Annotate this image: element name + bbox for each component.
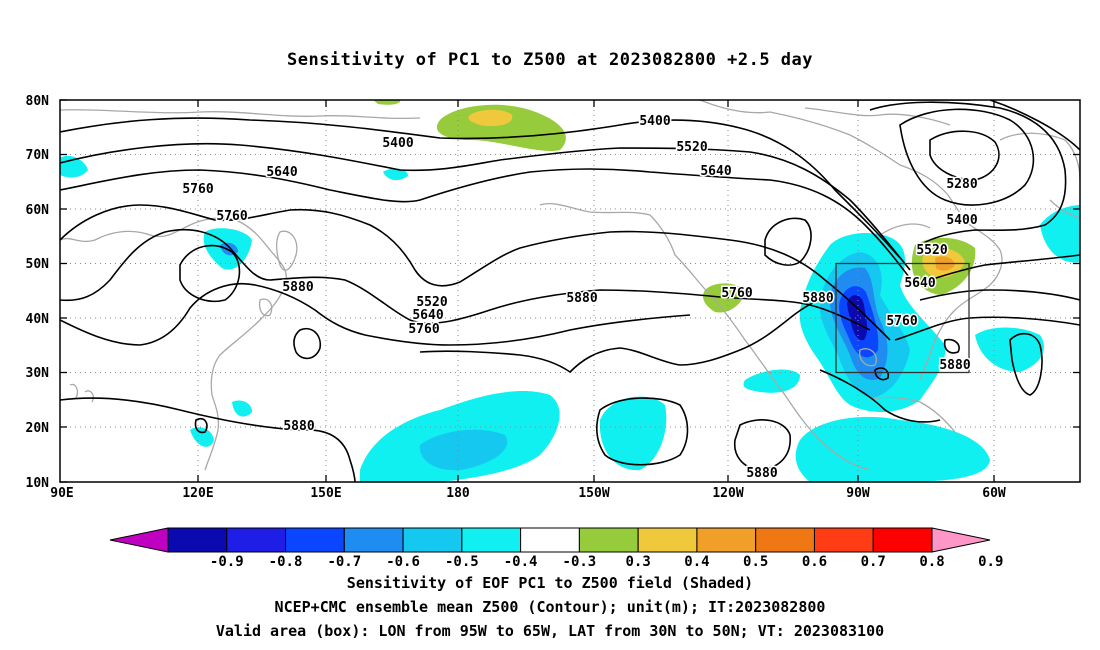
contour-label-5880-conus: 5880 — [802, 291, 833, 306]
lat-label: 10N — [26, 476, 50, 491]
colorbar-tick-label: -0.3 — [563, 554, 597, 570]
lon-label: 60W — [982, 486, 1006, 501]
contour-label-5760-low: 5760 — [216, 209, 247, 224]
contour-label-5520-east: 5520 — [916, 243, 947, 258]
lon-label: 120E — [182, 486, 213, 501]
lon-label: 180 — [446, 486, 470, 501]
colorbar-tick-label: -0.4 — [504, 554, 538, 570]
colorbar-tick-label: -0.8 — [269, 554, 303, 570]
colorbar-swatch — [167, 527, 228, 553]
colorbar-swatch — [755, 527, 815, 553]
colorbar-tick-label: -0.9 — [210, 554, 244, 570]
map-title: Sensitivity of PC1 to Z500 at 2023082800… — [286, 50, 813, 70]
colorbar-extend-low — [109, 527, 169, 553]
colorbar-swatch — [872, 527, 933, 553]
longitude-labels: 90E 120E 150E 180 150W 120W 90W 60W — [50, 486, 1006, 501]
contour-label-5280: 5280 — [946, 177, 977, 192]
tick-marks — [60, 99, 1080, 483]
valid-area-box — [835, 262, 970, 374]
latitude-labels: 80N 70N 60N 50N 40N 30N 20N 10N — [26, 94, 50, 491]
contour-label-5880-subtropic: 5880 — [283, 419, 314, 434]
contour-label-5400-atlantic: 5400 — [639, 114, 670, 129]
shade-negative-subtropic-4 — [743, 369, 800, 393]
contour-label-5880-mid: 5880 — [566, 291, 597, 306]
shade-negative-main-deep — [847, 295, 868, 341]
contour-label-5880-east: 5880 — [939, 358, 970, 373]
shade-positive-arctic-core — [468, 109, 513, 127]
colorbar-tick-label: 0.3 — [626, 554, 651, 570]
contour-label-5640-west: 5640 — [266, 165, 297, 180]
lon-label: 90E — [50, 486, 73, 501]
colorbar-tick-label: 0.8 — [919, 554, 944, 570]
contour-label-5760-east: 5760 — [886, 314, 917, 329]
contour-label-5760-trough: 5760 — [408, 322, 439, 337]
lat-label: 60N — [26, 203, 50, 218]
contour-label-5400-north: 5400 — [382, 136, 413, 151]
lat-label: 50N — [26, 257, 50, 272]
colorbar-swatch — [696, 527, 757, 553]
shade-negative-subtropic-2 — [419, 429, 508, 471]
contour-label-5880-pacific: 5880 — [282, 280, 313, 295]
gridlines — [60, 100, 1080, 482]
colorbar-labels: -0.9 -0.8 -0.7 -0.6 -0.5 -0.4 -0.3 0.3 0.4 0.5 0.6… — [210, 554, 1004, 570]
lat-label: 80N — [26, 94, 50, 109]
lon-label: 90W — [846, 486, 870, 501]
map-frame — [59, 99, 1081, 483]
colorbar-tick-label: 0.9 — [978, 554, 1003, 570]
caption-shading: Sensitivity of EOF PC1 to Z500 field (Sh… — [346, 574, 754, 592]
contour-label-5760-west: 5760 — [182, 182, 213, 197]
shade-negative-subtropic-3 — [599, 396, 667, 471]
contour-labels: 5400 5400 5520 5640 5760 5760 5640 5280 … — [181, 113, 979, 483]
colorbar-tick-label: -0.5 — [445, 554, 479, 570]
colorbar-extend-high — [931, 527, 991, 553]
lon-label: 150E — [310, 486, 341, 501]
contour-layer — [60, 100, 1080, 482]
shade-negative-north — [383, 168, 408, 181]
colorbar-tick-label: 0.7 — [861, 554, 886, 570]
lon-label: 120W — [712, 486, 743, 501]
caption-contour: NCEP+CMC ensemble mean Z500 (Contour); u… — [274, 598, 826, 616]
lat-label: 70N — [26, 148, 50, 163]
colorbar — [109, 527, 991, 553]
colorbar-tick-label: 0.6 — [802, 554, 827, 570]
contour-label-5520-trough: 5520 — [416, 295, 447, 310]
colorbar-swatch — [226, 527, 287, 553]
colorbar-tick-label: 0.4 — [684, 554, 709, 570]
colorbar-swatch — [343, 527, 404, 553]
shade-positive-arctic-small — [373, 100, 401, 105]
caption-valid-area: Valid area (box): LON from 95W to 65W, L… — [215, 622, 885, 640]
contour-label-5880-south: 5880 — [746, 466, 777, 481]
lat-label: 30N — [26, 366, 50, 381]
colorbar-swatch — [813, 527, 874, 553]
coastline-layer — [60, 100, 1080, 471]
shade-negative-pacific-south — [190, 427, 214, 447]
colorbar-swatch — [520, 527, 580, 553]
contour-label-5640-east: 5640 — [904, 276, 935, 291]
colorbar-swatch — [637, 527, 698, 553]
contour-label-5640-trough: 5640 — [412, 308, 443, 323]
shade-negative-pacific-west — [232, 400, 252, 417]
contour-label-5520-north: 5520 — [676, 140, 707, 155]
lon-label: 150W — [578, 486, 609, 501]
colorbar-swatch — [578, 527, 639, 553]
colorbar-tick-label: -0.7 — [327, 554, 361, 570]
colorbar-tick-label: -0.6 — [386, 554, 420, 570]
colorbar-swatch — [461, 527, 522, 553]
colorbar-swatch — [402, 527, 463, 553]
contour-label-5400-east: 5400 — [946, 213, 977, 228]
contour-label-5640-mid: 5640 — [700, 164, 731, 179]
contour-label-5760-conus: 5760 — [721, 286, 752, 301]
shade-negative-mexico — [795, 416, 990, 482]
lat-label: 20N — [26, 421, 50, 436]
colorbar-swatch — [285, 527, 345, 553]
shade-negative-east-1 — [975, 327, 1044, 372]
shade-negative-east-2 — [1040, 205, 1080, 263]
colorbar-tick-label: 0.5 — [743, 554, 768, 570]
lat-label: 40N — [26, 312, 50, 327]
